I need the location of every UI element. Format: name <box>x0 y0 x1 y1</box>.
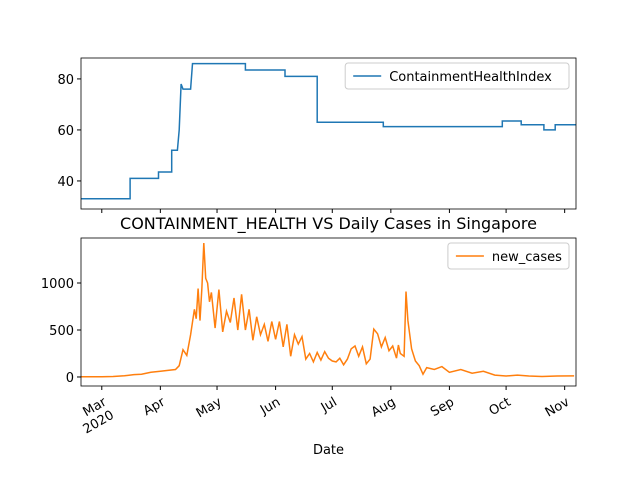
y-tick-label: 80 <box>57 73 74 88</box>
legend-box <box>447 242 570 270</box>
y-tick-label: 1000 <box>41 277 74 292</box>
x-tick-label: Jul <box>318 395 340 416</box>
x-tick-label: Apr <box>141 394 169 419</box>
x-tick-label: Nov <box>543 395 573 421</box>
axes-frame <box>80 237 577 387</box>
legend-label: new_cases <box>492 250 562 265</box>
x-tick-label: Mar2020 <box>73 394 117 437</box>
x-tick-label: Jun <box>257 395 283 419</box>
chart-title: CONTAINMENT_HEALTH VS Daily Cases in Sin… <box>120 214 537 234</box>
legend-box <box>344 62 570 90</box>
x-tick-label: Oct <box>487 395 514 419</box>
x-tick-label: Aug <box>369 395 398 421</box>
data-line <box>80 242 575 378</box>
x-tick-label: Sep <box>428 395 457 420</box>
x-axis-label: Date <box>313 443 344 458</box>
axes-frame <box>80 57 577 210</box>
data-line <box>81 62 576 200</box>
x-tick-label: May <box>194 395 225 422</box>
y-tick-label: 40 <box>57 175 74 190</box>
y-tick-label: 500 <box>49 324 74 339</box>
legend-label: ContainmentHealthIndex <box>389 70 552 85</box>
y-tick-label: 60 <box>57 124 74 139</box>
y-tick-label: 0 <box>66 371 74 386</box>
